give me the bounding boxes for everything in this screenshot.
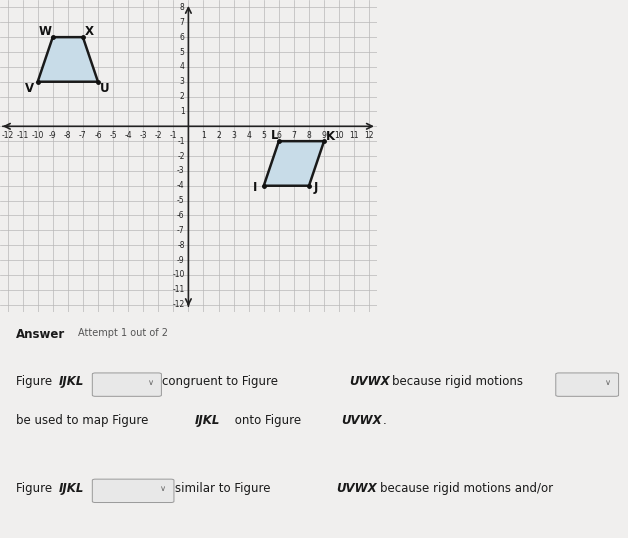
Text: .: .	[383, 414, 387, 427]
Text: -5: -5	[177, 196, 185, 205]
Text: ∨: ∨	[605, 378, 611, 387]
Text: UVWX: UVWX	[341, 414, 382, 427]
Text: -2: -2	[177, 152, 185, 160]
Text: 4: 4	[246, 131, 251, 140]
Text: -2: -2	[154, 131, 162, 140]
Text: -10: -10	[31, 131, 44, 140]
Text: UVWX: UVWX	[349, 376, 390, 388]
Text: 1: 1	[201, 131, 206, 140]
Text: -12: -12	[172, 300, 185, 309]
Text: similar to Figure: similar to Figure	[175, 482, 274, 494]
FancyBboxPatch shape	[556, 373, 619, 397]
Text: -7: -7	[79, 131, 87, 140]
Text: 5: 5	[261, 131, 266, 140]
Text: be used to map Figure: be used to map Figure	[16, 414, 152, 427]
Text: K: K	[327, 130, 335, 143]
Text: -6: -6	[177, 211, 185, 220]
FancyBboxPatch shape	[92, 479, 174, 502]
Text: 8: 8	[306, 131, 311, 140]
Text: -3: -3	[139, 131, 147, 140]
Text: V: V	[25, 82, 34, 95]
Text: IJKL: IJKL	[58, 376, 84, 388]
Text: -9: -9	[49, 131, 57, 140]
Text: -4: -4	[177, 181, 185, 190]
Text: -7: -7	[177, 226, 185, 235]
FancyBboxPatch shape	[92, 373, 161, 397]
Text: -8: -8	[177, 240, 185, 250]
Text: U: U	[100, 82, 109, 95]
Text: -6: -6	[94, 131, 102, 140]
Polygon shape	[264, 141, 324, 186]
Text: W: W	[39, 25, 51, 38]
Text: -4: -4	[124, 131, 132, 140]
Text: IJKL: IJKL	[58, 482, 84, 494]
Text: -5: -5	[109, 131, 117, 140]
Text: 7: 7	[180, 18, 185, 27]
Text: Figure: Figure	[16, 376, 55, 388]
Text: 4: 4	[180, 62, 185, 72]
Text: -8: -8	[64, 131, 72, 140]
Text: X: X	[84, 25, 94, 38]
Text: -11: -11	[172, 285, 185, 294]
Text: 7: 7	[291, 131, 296, 140]
Text: Figure: Figure	[16, 482, 55, 494]
Text: -3: -3	[177, 166, 185, 175]
Text: L: L	[271, 130, 278, 143]
Text: 2: 2	[216, 131, 221, 140]
Text: because rigid motions and/or: because rigid motions and/or	[380, 482, 553, 494]
Text: onto Figure: onto Figure	[231, 414, 305, 427]
Text: J: J	[313, 181, 318, 194]
Text: -9: -9	[177, 256, 185, 265]
Text: ∨: ∨	[148, 378, 154, 387]
Text: Answer: Answer	[16, 328, 65, 341]
Text: 5: 5	[180, 47, 185, 56]
Text: 6: 6	[276, 131, 281, 140]
Text: -11: -11	[16, 131, 29, 140]
Text: 6: 6	[180, 33, 185, 41]
Text: 2: 2	[180, 92, 185, 101]
Polygon shape	[38, 37, 98, 82]
Text: 8: 8	[180, 3, 185, 12]
Text: Attempt 1 out of 2: Attempt 1 out of 2	[78, 328, 168, 338]
Text: -12: -12	[1, 131, 14, 140]
Text: I: I	[253, 181, 257, 194]
Text: because rigid motions: because rigid motions	[392, 376, 524, 388]
Text: 11: 11	[349, 131, 359, 140]
Text: 1: 1	[180, 107, 185, 116]
Text: -1: -1	[170, 131, 177, 140]
Text: 3: 3	[180, 77, 185, 86]
Text: ∨: ∨	[160, 484, 166, 493]
Text: congruent to Figure: congruent to Figure	[162, 376, 282, 388]
Text: IJKL: IJKL	[195, 414, 220, 427]
Text: UVWX: UVWX	[336, 482, 377, 494]
Text: -10: -10	[172, 271, 185, 279]
Text: 9: 9	[322, 131, 327, 140]
Text: -1: -1	[177, 137, 185, 146]
Text: 10: 10	[334, 131, 344, 140]
Text: 12: 12	[364, 131, 374, 140]
Text: 3: 3	[231, 131, 236, 140]
